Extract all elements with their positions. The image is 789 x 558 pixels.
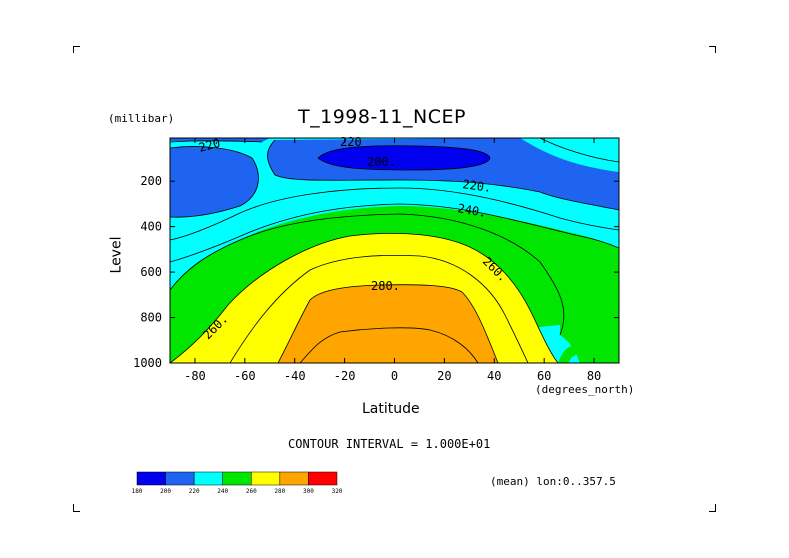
y-tick-label: 600 [140, 265, 162, 279]
x-tick-label: -40 [284, 369, 306, 383]
contour-line-280 [277, 284, 499, 363]
contour-lines [170, 138, 619, 363]
y-tick-label: 200 [140, 174, 162, 188]
colorbar-swatch [193, 471, 223, 486]
y-tick-label: 1000 [133, 356, 162, 370]
x-unit-label: (degrees_north) [535, 383, 635, 396]
colorbar-swatch [136, 471, 166, 486]
x-tick-label: 80 [587, 369, 601, 383]
contour-label-220-top: 220 [340, 135, 362, 149]
fill-darkblue-core [318, 145, 490, 170]
y-tick-label: 400 [140, 220, 162, 234]
y-axis-ticks: 200 400 600 800 1000 [133, 174, 619, 370]
colorbar-level-label: 280 [274, 488, 285, 495]
colorbar-swatch [279, 471, 309, 486]
x-tick-label: 0 [391, 369, 398, 383]
contour-fill-group [170, 138, 619, 363]
y-tick-label: 800 [140, 311, 162, 325]
x-axis-label: Latitude [362, 401, 420, 417]
colorbar-level-label: 300 [303, 488, 314, 495]
contour-label-240: 240. [456, 201, 487, 220]
contour-line-270 [170, 233, 559, 363]
x-axis-ticks: -80 -60 -40 -20 0 20 40 60 80 [184, 138, 601, 383]
footer-mean-lon: (mean) lon:0..357.5 [490, 475, 616, 488]
crop-mark-bottom-right [709, 504, 716, 512]
fill-orange [278, 284, 498, 363]
colorbar-level-label: 240 [217, 488, 228, 495]
crop-mark-top-left [73, 46, 80, 53]
crop-marks [73, 46, 716, 512]
x-tick-label: 60 [537, 369, 551, 383]
contour-line-275 [229, 254, 529, 363]
colorbar: 180 200 220 240 260 280 300 320 [132, 471, 343, 495]
contour-line-220-tropics [267, 139, 619, 211]
contour-interval-text: CONTOUR INTERVAL = 1.000E+01 [288, 437, 491, 451]
colorbar-level-label: 220 [189, 488, 200, 495]
contour-label-200: 200. [367, 155, 396, 169]
colorbar-level-label: 260 [246, 488, 257, 495]
contour-line-250 [170, 203, 619, 263]
x-tick-label: -20 [334, 369, 356, 383]
colorbar-level-label: 320 [332, 488, 343, 495]
x-tick-label: 40 [487, 369, 501, 383]
crop-mark-top-right [709, 46, 716, 53]
colorbar-level-label: 200 [160, 488, 171, 495]
contour-label-280: 280. [371, 279, 400, 293]
y-unit-label: (millibar) [108, 112, 175, 125]
contour-line-210-left-top [170, 140, 263, 143]
contour-label-220-topleft: 220 [197, 136, 222, 155]
colorbar-swatch [222, 471, 252, 486]
x-tick-label: -80 [184, 369, 206, 383]
x-tick-label: 20 [437, 369, 451, 383]
contour-line-210-top [539, 138, 619, 163]
x-tick-label: -60 [234, 369, 256, 383]
chart-title: T_1998-11_NCEP [298, 106, 466, 128]
colorbar-level-label: 180 [132, 488, 143, 495]
contour-line-200-core [317, 145, 491, 171]
contour-label-220-right: 220. [462, 177, 493, 195]
contour-line-285 [299, 327, 479, 363]
fill-blue-left [170, 146, 259, 218]
contour-line-240 [170, 187, 619, 241]
crop-mark-bottom-left [73, 504, 80, 512]
contour-line-260 [170, 213, 565, 336]
colorbar-swatch [251, 471, 281, 486]
fill-green-bump [558, 345, 578, 363]
colorbar-swatch [308, 471, 338, 486]
colorbar-swatch [165, 471, 195, 486]
contour-line-220-left [170, 146, 259, 218]
